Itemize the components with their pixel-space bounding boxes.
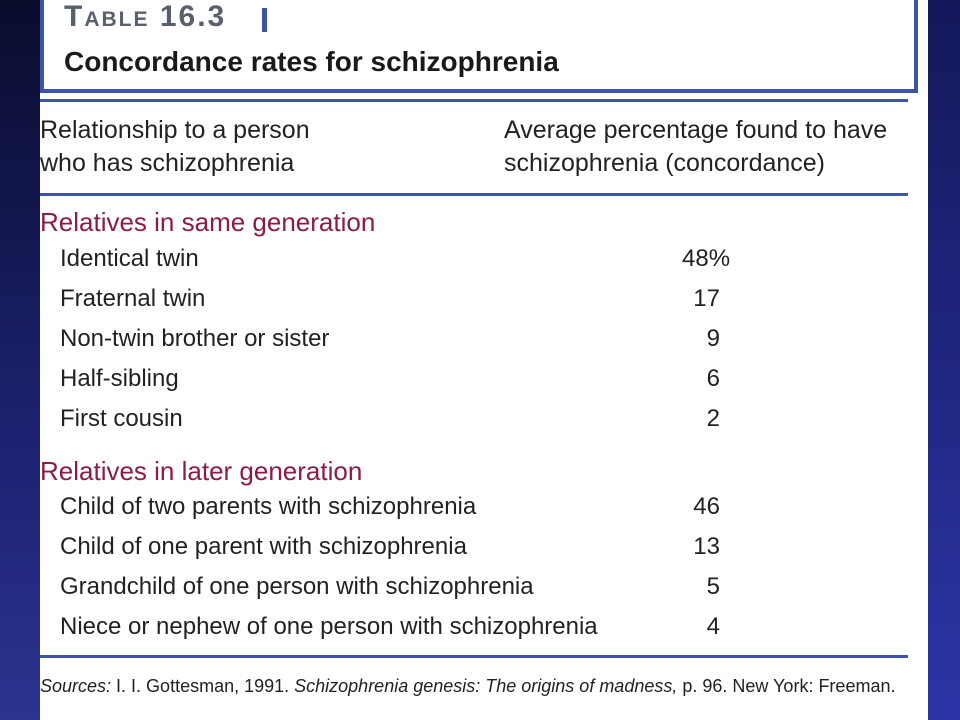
table-row-label: Fraternal twin xyxy=(60,285,206,312)
group-heading-same-generation: Relatives in same generation xyxy=(40,207,376,237)
table-panel: Table 16.3 Concordance rates for schizop… xyxy=(40,0,928,720)
sources-label: Sources: xyxy=(40,676,112,696)
table-row-label: Identical twin xyxy=(60,245,199,272)
column-header-percentage: Average percentage found to have schizop… xyxy=(504,114,924,180)
sources-note: Sources: I. I. Gottesman, 1991. Schizoph… xyxy=(40,676,895,697)
column-header-relationship: Relationship to a person who has schizop… xyxy=(40,114,460,180)
table-title: Concordance rates for schizophrenia xyxy=(64,46,559,77)
top-rule xyxy=(40,99,908,102)
table-row-label: Child of one parent with schizophrenia xyxy=(60,533,467,560)
header-rule xyxy=(40,193,908,196)
sources-author: I. I. Gottesman, 1991. xyxy=(111,676,295,696)
table-row-value: 9 xyxy=(706,325,720,352)
slide-background-left xyxy=(0,0,40,720)
title-box: Table 16.3 Concordance rates for schizop… xyxy=(40,0,918,93)
table-row-value: 6 xyxy=(706,365,720,392)
table-row-value: 13 xyxy=(693,533,720,560)
table-row-value: 5 xyxy=(706,573,720,600)
column-header-percentage-line2: schizophrenia (concordance) xyxy=(504,149,826,177)
group-heading-later-generation: Relatives in later generation xyxy=(40,456,363,486)
column-header-relationship-line2: who has schizophrenia xyxy=(40,149,295,177)
table-row-value: 2 xyxy=(706,405,720,432)
table-row-label: Niece or nephew of one person with schiz… xyxy=(60,613,598,640)
title-divider-mark xyxy=(262,8,267,32)
table-row-label: Non-twin brother or sister xyxy=(60,325,330,352)
column-header-relationship-line1: Relationship to a person xyxy=(40,116,310,144)
table-number: Table 16.3 xyxy=(64,0,227,33)
sources-publication: p. 96. New York: Freeman. xyxy=(677,676,896,696)
bottom-rule xyxy=(40,655,908,658)
table-row-label: Child of two parents with schizophrenia xyxy=(60,493,477,520)
table-row-value: 48% xyxy=(682,245,731,272)
table-row-value: 46 xyxy=(693,493,720,520)
table-row-label: Grandchild of one person with schizophre… xyxy=(60,573,534,600)
table-row-value: 4 xyxy=(706,613,720,640)
column-header-percentage-line1: Average percentage found to have xyxy=(504,116,888,144)
table-row-label: First cousin xyxy=(60,405,183,432)
sources-book-title: Schizophrenia genesis: The origins of ma… xyxy=(294,676,678,696)
table-row-value: 17 xyxy=(693,285,720,312)
table-row-label: Half-sibling xyxy=(60,365,179,392)
slide-background-right xyxy=(928,0,960,720)
